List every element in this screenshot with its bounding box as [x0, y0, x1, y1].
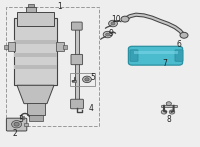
Bar: [4, 45, 8, 49]
FancyBboxPatch shape: [130, 50, 138, 61]
Bar: [14, 53, 57, 57]
Text: 9: 9: [109, 29, 113, 38]
Text: 7: 7: [163, 59, 167, 69]
Text: 8: 8: [167, 115, 171, 124]
Circle shape: [169, 110, 175, 114]
Bar: [8, 42, 15, 51]
Bar: [14, 40, 57, 44]
Circle shape: [161, 110, 167, 114]
Bar: [28, 4, 34, 7]
Bar: [134, 51, 178, 54]
Circle shape: [106, 33, 110, 36]
Circle shape: [14, 122, 19, 126]
Text: 2: 2: [12, 129, 17, 138]
Text: 5: 5: [91, 73, 95, 82]
Circle shape: [83, 76, 91, 83]
Circle shape: [85, 78, 89, 81]
FancyBboxPatch shape: [128, 46, 183, 65]
FancyBboxPatch shape: [71, 99, 83, 109]
Bar: [23, 116, 24, 119]
Circle shape: [12, 121, 22, 128]
Polygon shape: [17, 85, 54, 104]
Bar: [29, 115, 43, 121]
FancyBboxPatch shape: [6, 118, 27, 131]
Bar: [26, 7, 36, 12]
Bar: [75, 26, 79, 105]
FancyBboxPatch shape: [71, 22, 82, 30]
Bar: [63, 45, 67, 49]
Bar: [14, 65, 57, 69]
Text: 10: 10: [112, 15, 121, 24]
Bar: [72, 80, 76, 82]
Text: 3: 3: [19, 115, 23, 124]
FancyBboxPatch shape: [71, 54, 83, 65]
Bar: [24, 123, 28, 126]
Circle shape: [109, 20, 117, 27]
Bar: [70, 73, 95, 86]
Text: 4: 4: [89, 103, 93, 113]
Text: 1: 1: [58, 2, 62, 11]
Circle shape: [103, 31, 112, 38]
Circle shape: [180, 32, 188, 38]
Bar: [17, 12, 54, 26]
Bar: [56, 42, 64, 51]
Text: 6: 6: [177, 40, 181, 49]
Bar: [6, 7, 99, 126]
Circle shape: [111, 22, 115, 25]
Bar: [27, 103, 45, 115]
Circle shape: [166, 102, 171, 106]
Circle shape: [121, 16, 129, 22]
Bar: [14, 18, 57, 85]
FancyBboxPatch shape: [175, 50, 183, 61]
